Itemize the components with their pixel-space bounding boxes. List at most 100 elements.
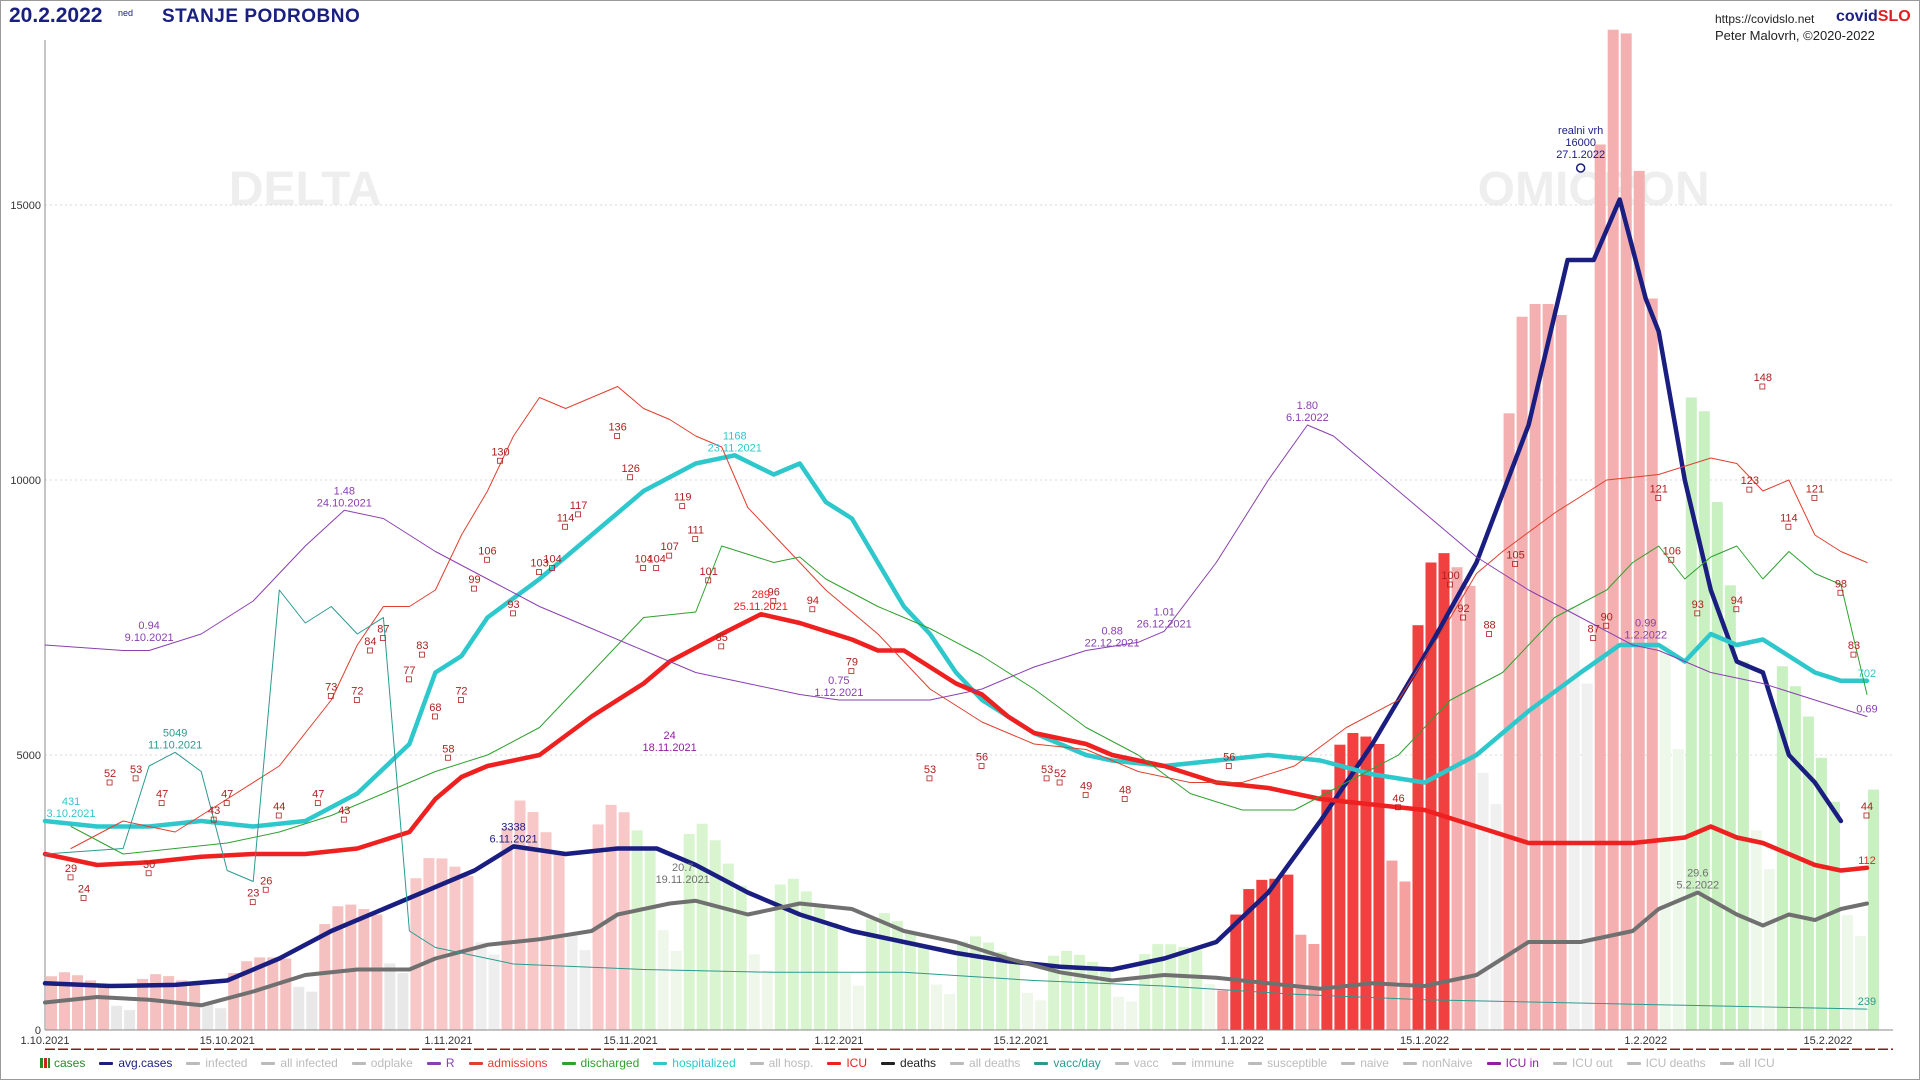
legend-label: all ICU: [1738, 1056, 1775, 1070]
legend-item[interactable]: ICU deaths: [1626, 1054, 1706, 1072]
legend-label: all deaths: [969, 1056, 1021, 1070]
admissions-marker: [106, 779, 113, 786]
legend-item[interactable]: ICU: [827, 1054, 867, 1072]
annotation-value: 1168: [723, 430, 747, 442]
wave-label-omicron: OMICRON: [1478, 163, 1710, 216]
legend-label: avg.cases: [118, 1056, 173, 1070]
admissions-marker: [1733, 606, 1740, 613]
admissions-marker: [1225, 763, 1232, 769]
case-bar: [1750, 830, 1762, 1030]
legend-item[interactable]: all deaths: [950, 1054, 1020, 1072]
case-bar: [996, 952, 1008, 1030]
legend-item[interactable]: all ICU: [1719, 1054, 1775, 1072]
annotation-value: 20.7: [672, 862, 693, 874]
case-bar: [1477, 772, 1489, 1030]
case-bar: [930, 984, 942, 1030]
legend-label: hospitalized: [672, 1056, 736, 1070]
legend-swatch: [950, 1061, 965, 1065]
series-line-icu: [42, 611, 1870, 873]
case-bar: [1438, 553, 1450, 1030]
legend-item[interactable]: all hosp.: [749, 1054, 813, 1072]
case-bar: [1776, 666, 1788, 1030]
legend-label: all infected: [280, 1056, 338, 1070]
admissions-daily-label: 90: [1601, 611, 1613, 623]
legend-item[interactable]: ICU out: [1552, 1054, 1613, 1072]
legend-item[interactable]: cases: [40, 1054, 85, 1072]
legend-item[interactable]: immune: [1172, 1054, 1234, 1072]
admissions-daily-label: 93: [507, 599, 519, 611]
admissions-marker: [353, 697, 360, 703]
legend-item[interactable]: avg.cases: [99, 1054, 172, 1072]
header-weekday: ned: [118, 8, 134, 18]
legend-label: infected: [205, 1056, 248, 1070]
legend-item[interactable]: hospitalized: [653, 1054, 736, 1072]
admissions-marker: [327, 692, 334, 699]
case-bars: [46, 29, 1879, 1030]
legend-item[interactable]: deaths: [881, 1054, 936, 1072]
legend-item[interactable]: R: [426, 1054, 455, 1072]
legend-swatch: [1114, 1061, 1129, 1065]
legend-item[interactable]: vacc: [1114, 1054, 1158, 1072]
admissions-daily-label: 43: [338, 805, 350, 817]
case-bar: [1516, 316, 1528, 1030]
source-url[interactable]: https://covidslo.net: [1715, 12, 1815, 26]
annotation-value: 1.48: [334, 485, 355, 497]
admissions-daily-label: 30: [143, 859, 155, 871]
x-tick-label: 15.1.2022: [1400, 1035, 1449, 1047]
case-bar: [501, 828, 513, 1030]
annotation-date: 6.1.2022: [1286, 412, 1329, 424]
case-bar: [1373, 744, 1385, 1030]
legend-label: naive: [1360, 1056, 1389, 1070]
case-bar: [280, 958, 292, 1030]
admissions-marker: [1460, 614, 1466, 621]
admissions-daily-label: 106: [478, 545, 496, 557]
case-bar: [970, 936, 982, 1030]
legend-label: ICU out: [1571, 1056, 1613, 1070]
legend-swatch: [40, 1058, 50, 1068]
admissions-marker: [1785, 523, 1792, 530]
case-bar: [1763, 869, 1775, 1030]
legend-item[interactable]: infected: [186, 1054, 247, 1072]
case-bar: [553, 852, 565, 1030]
admissions-daily-label: 53: [1041, 764, 1053, 776]
legend-item[interactable]: admissions: [468, 1054, 548, 1072]
legend-item[interactable]: all infected: [261, 1054, 338, 1072]
case-bar: [1451, 567, 1463, 1030]
legend-item[interactable]: nonNaive: [1402, 1054, 1473, 1072]
case-bar: [527, 811, 539, 1030]
legend-label: ICU in: [1505, 1056, 1539, 1070]
admissions-marker: [1121, 796, 1128, 802]
case-bar: [1568, 606, 1580, 1030]
admissions-marker: [210, 816, 217, 823]
legend-item[interactable]: vacc/day: [1034, 1054, 1101, 1072]
case-bar: [917, 944, 929, 1030]
admissions-daily-label: 98: [1835, 578, 1847, 590]
admissions-marker: [770, 598, 777, 604]
y-tick-label: 10000: [10, 475, 41, 487]
case-bar: [1178, 946, 1190, 1030]
admissions-daily-label: 83: [416, 640, 428, 652]
author-credit: Peter Malovrh, ©2020-2022: [1715, 28, 1875, 43]
admissions-marker: [1603, 622, 1610, 629]
case-bar: [1126, 1001, 1138, 1030]
legend-item[interactable]: naive: [1341, 1054, 1389, 1072]
legend-item[interactable]: odplake: [351, 1054, 413, 1072]
admissions-marker: [705, 577, 712, 584]
case-bar: [826, 922, 838, 1030]
legend-item[interactable]: ICU in: [1486, 1054, 1539, 1072]
admissions-marker: [67, 874, 74, 881]
admissions-daily-label: 43: [208, 805, 220, 817]
x-tick-label: 1.11.2021: [424, 1035, 472, 1047]
legend-swatch: [1719, 1061, 1734, 1065]
admissions-daily-label: 103: [530, 558, 548, 570]
case-bar: [1230, 914, 1242, 1030]
legend-swatch: [561, 1061, 576, 1065]
legend-label: discharged: [580, 1056, 640, 1070]
annotation-date: 24.10.2021: [317, 497, 372, 509]
admissions-marker: [848, 668, 855, 675]
x-tick-label: 15.11.2021: [604, 1035, 658, 1047]
case-bar: [865, 919, 877, 1030]
legend-item[interactable]: susceptible: [1248, 1054, 1327, 1072]
admissions-daily-label: 126: [621, 463, 639, 475]
legend-item[interactable]: discharged: [561, 1054, 640, 1072]
